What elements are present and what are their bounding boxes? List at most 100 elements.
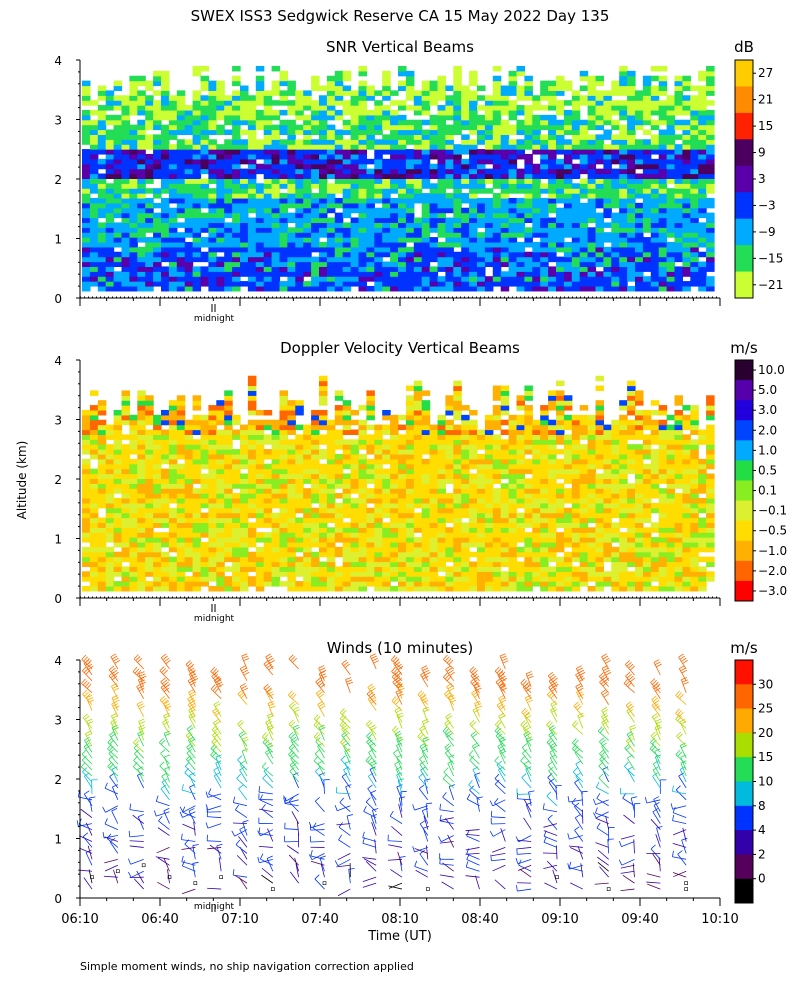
field-cell <box>295 178 304 184</box>
field-cell <box>263 483 273 489</box>
field-cell <box>161 188 170 194</box>
field-cell <box>113 429 123 436</box>
field-cell <box>255 424 265 431</box>
field-cell <box>477 188 486 194</box>
field-cell <box>263 178 273 184</box>
field-cell <box>595 183 604 189</box>
field-cell <box>398 217 407 224</box>
field-cell <box>184 546 194 553</box>
field-cell <box>390 478 399 484</box>
field-cell <box>658 217 668 224</box>
field-cell <box>405 246 415 253</box>
field-cell <box>477 271 486 277</box>
field-cell <box>97 90 107 96</box>
field-cell <box>89 241 99 248</box>
field-cell <box>429 581 439 587</box>
field-cell <box>461 139 470 145</box>
field-cell <box>650 183 660 189</box>
field-cell <box>303 212 312 219</box>
field-cell <box>611 212 620 219</box>
field-cell <box>666 222 676 228</box>
field-cell <box>263 95 273 101</box>
field-cell <box>192 212 202 219</box>
field-cell <box>121 232 130 238</box>
field-cell <box>642 173 652 180</box>
field-cell <box>303 266 312 272</box>
field-cell <box>208 468 217 475</box>
field-cell <box>232 105 241 111</box>
field-cell <box>263 197 273 204</box>
colorbar-label: 15 <box>758 119 773 133</box>
field-cell <box>137 581 146 587</box>
field-cell <box>224 95 233 101</box>
field-cell <box>319 449 328 455</box>
field-cell <box>477 246 486 253</box>
field-cell <box>461 256 470 263</box>
colorbar-swatch <box>735 60 753 87</box>
field-cell <box>176 439 186 445</box>
field-cell <box>137 285 146 292</box>
field-cell <box>437 134 446 140</box>
field-cell <box>563 276 573 282</box>
field-cell <box>429 449 439 455</box>
field-cell <box>469 90 478 96</box>
field-cell <box>390 497 399 504</box>
field-cell <box>587 114 597 121</box>
field-cell <box>97 149 107 155</box>
field-cell <box>326 444 336 450</box>
field-cell <box>469 139 478 145</box>
field-cell <box>279 173 288 180</box>
field-cell <box>121 581 130 587</box>
field-cell <box>603 183 612 189</box>
field-cell <box>224 458 233 465</box>
field-cell <box>627 237 636 243</box>
field-cell <box>461 541 470 548</box>
field-cell <box>113 566 123 572</box>
field-cell <box>216 276 225 282</box>
field-cell <box>303 114 312 121</box>
field-cell <box>263 453 273 460</box>
field-cell <box>398 566 407 572</box>
field-cell <box>556 256 565 263</box>
field-cell <box>374 561 383 568</box>
field-cell <box>524 168 533 175</box>
field-cell <box>311 561 320 568</box>
field-cell <box>398 237 407 243</box>
field-cell <box>674 134 683 140</box>
field-cell <box>477 251 486 258</box>
field-cell <box>390 576 399 582</box>
field-cell <box>279 109 288 116</box>
field-cell <box>445 517 454 524</box>
field-cell <box>279 197 288 204</box>
field-cell <box>334 478 344 484</box>
field-cell <box>540 144 549 150</box>
field-cell <box>350 571 360 577</box>
field-cell <box>374 537 383 543</box>
field-cell <box>682 153 691 160</box>
field-cell <box>374 468 383 475</box>
field-cell <box>279 227 288 233</box>
field-cell <box>374 207 383 214</box>
field-cell <box>532 124 541 131</box>
field-cell <box>311 585 320 592</box>
field-cell <box>224 173 233 180</box>
field-cell <box>113 585 123 592</box>
field-cell <box>200 197 209 204</box>
field-cell <box>540 285 549 292</box>
field-cell <box>571 212 581 219</box>
field-cell <box>619 241 628 248</box>
field-cell <box>635 266 644 272</box>
field-cell <box>334 473 344 480</box>
field-cell <box>232 124 241 131</box>
field-cell <box>145 261 154 268</box>
field-cell <box>113 232 123 238</box>
field-cell <box>421 246 431 253</box>
field-cell <box>208 251 217 258</box>
field-cell <box>161 114 170 121</box>
field-cell <box>184 493 194 499</box>
field-cell <box>421 197 431 204</box>
field-cell <box>216 178 225 184</box>
field-cell <box>121 114 130 121</box>
field-cell <box>374 527 383 533</box>
field-cell <box>176 178 186 184</box>
